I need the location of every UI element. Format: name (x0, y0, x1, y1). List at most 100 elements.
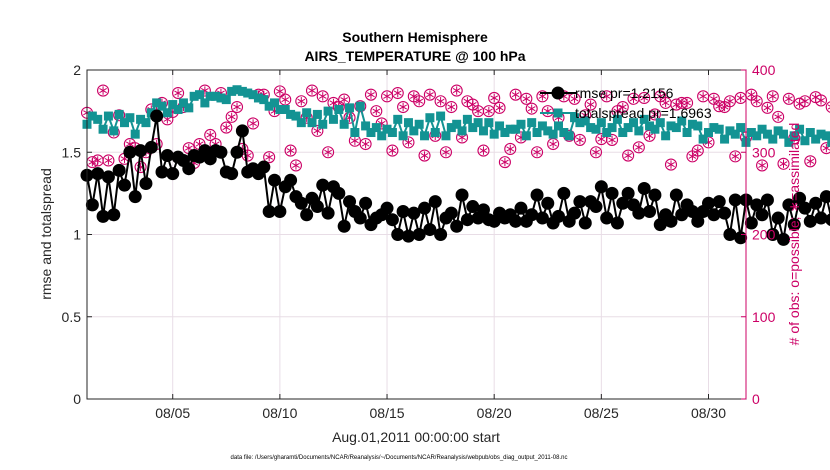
possible-obs-circle (820, 142, 830, 155)
data-point (580, 116, 590, 126)
possible-obs-circle (220, 121, 233, 134)
obs-count-point (756, 159, 769, 172)
data-point (205, 91, 215, 101)
assimilated-obs-star (318, 93, 327, 99)
assimilated-obs-star (324, 149, 332, 155)
obs-count-point (397, 100, 410, 114)
data-point (232, 85, 242, 95)
possible-obs-circle (386, 144, 399, 157)
obs-count-point (750, 95, 763, 108)
assimilated-obs-star (597, 136, 606, 142)
assimilated-obs-star (227, 114, 236, 120)
data-point (91, 167, 105, 181)
data-point (332, 186, 346, 200)
data-point (275, 104, 285, 114)
data-point (605, 186, 619, 200)
assimilated-obs-star (495, 105, 504, 111)
possible-obs-circle (477, 144, 490, 157)
assimilated-obs-star (93, 157, 102, 164)
data-point (125, 113, 135, 123)
possible-obs-circle (225, 110, 238, 123)
data-point (173, 104, 183, 114)
data-point (396, 204, 410, 218)
obs-count-point (600, 90, 613, 103)
data-point (709, 123, 719, 133)
assimilated-obs-star (442, 149, 450, 155)
data-point (468, 123, 478, 133)
obs-count-point (316, 90, 329, 103)
possible-obs-circle (681, 96, 694, 109)
y-tick-label: 2 (73, 62, 81, 78)
data-point (345, 103, 355, 113)
data-point (734, 231, 748, 245)
data-point (714, 124, 724, 134)
data-point (98, 124, 108, 134)
possible-obs-circle (756, 159, 769, 172)
assimilated-obs-star (409, 93, 418, 99)
assimilated-obs-star (758, 162, 766, 168)
data-point (664, 214, 678, 228)
data-point (103, 111, 113, 121)
data-point (525, 208, 539, 222)
data-point (779, 129, 789, 139)
x-tick-label: 08/15 (370, 405, 405, 421)
data-point (195, 90, 205, 100)
possible-obs-circle (305, 84, 319, 97)
obs-count-point (204, 128, 217, 142)
possible-obs-circle (230, 100, 244, 114)
assimilated-obs-star (763, 105, 772, 111)
data-point (380, 201, 394, 215)
data-point (262, 204, 276, 218)
possible-obs-circle (584, 98, 597, 111)
obs-count-point (595, 133, 608, 146)
data-point (366, 128, 376, 138)
data-point (655, 118, 665, 128)
data-point (600, 211, 614, 225)
obs-count-point (772, 110, 785, 123)
data-point (773, 126, 783, 136)
data-point (730, 129, 740, 139)
possible-obs-circle (504, 142, 517, 156)
obs-count-point (616, 100, 629, 114)
data-point (291, 111, 301, 121)
assimilated-obs-star (184, 145, 193, 151)
data-point (612, 114, 622, 124)
obs-count-point (434, 95, 447, 108)
y-tick-label: 1 (73, 227, 81, 243)
legend-label: totalspread pr=1.6963 (575, 105, 712, 121)
assimilated-obs-star (297, 98, 306, 104)
obs-count-point (729, 150, 742, 163)
assimilated-obs-star (308, 88, 316, 94)
assimilated-obs-star (629, 96, 638, 102)
possible-obs-circle (814, 94, 828, 107)
series-0 (80, 109, 830, 246)
assimilated-obs-star (608, 137, 616, 143)
data-point (575, 118, 585, 128)
possible-obs-circle (370, 105, 383, 118)
possible-obs-circle (263, 151, 276, 164)
assimilated-obs-star (399, 104, 407, 110)
assimilated-obs-star (120, 156, 129, 162)
obs-count-point (295, 95, 308, 108)
assimilated-obs-star (549, 141, 558, 147)
data-point (294, 196, 308, 210)
x-tick-label: 08/10 (262, 405, 297, 421)
data-point (814, 211, 828, 225)
data-point (677, 116, 687, 126)
assimilated-obs-star (651, 111, 659, 117)
data-point (107, 208, 121, 222)
data-point (530, 188, 544, 202)
obs-count-point (338, 93, 351, 106)
assimilated-obs-star (827, 107, 830, 110)
assimilated-obs-star (693, 148, 702, 154)
data-point (766, 228, 780, 241)
data-point (685, 204, 699, 218)
data-point (557, 186, 571, 200)
series-2 (80, 84, 830, 174)
data-point (152, 98, 162, 108)
possible-obs-circle (391, 86, 404, 100)
data-point (221, 95, 231, 105)
data-point (634, 126, 644, 136)
assimilated-obs-star (731, 153, 740, 159)
